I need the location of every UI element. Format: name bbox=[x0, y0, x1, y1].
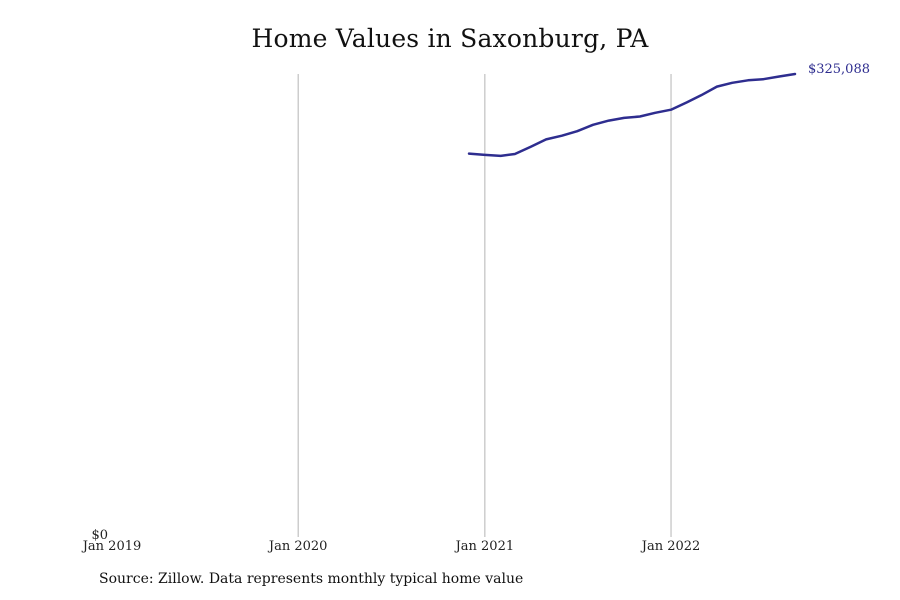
chart-title: Home Values in Saxonburg, PA bbox=[251, 24, 649, 53]
y-tick-label: $0 bbox=[91, 528, 108, 543]
x-tick-label: Jan 2021 bbox=[454, 539, 515, 554]
x-tick-label: Jan 2020 bbox=[267, 539, 328, 554]
x-tick-label: Jan 2022 bbox=[640, 539, 701, 554]
series-line bbox=[467, 72, 797, 158]
source-note: Source: Zillow. Data represents monthly … bbox=[99, 571, 524, 587]
x-tick-label: Jan 2019 bbox=[81, 539, 142, 554]
end-value-label: $325,088 bbox=[808, 62, 870, 77]
